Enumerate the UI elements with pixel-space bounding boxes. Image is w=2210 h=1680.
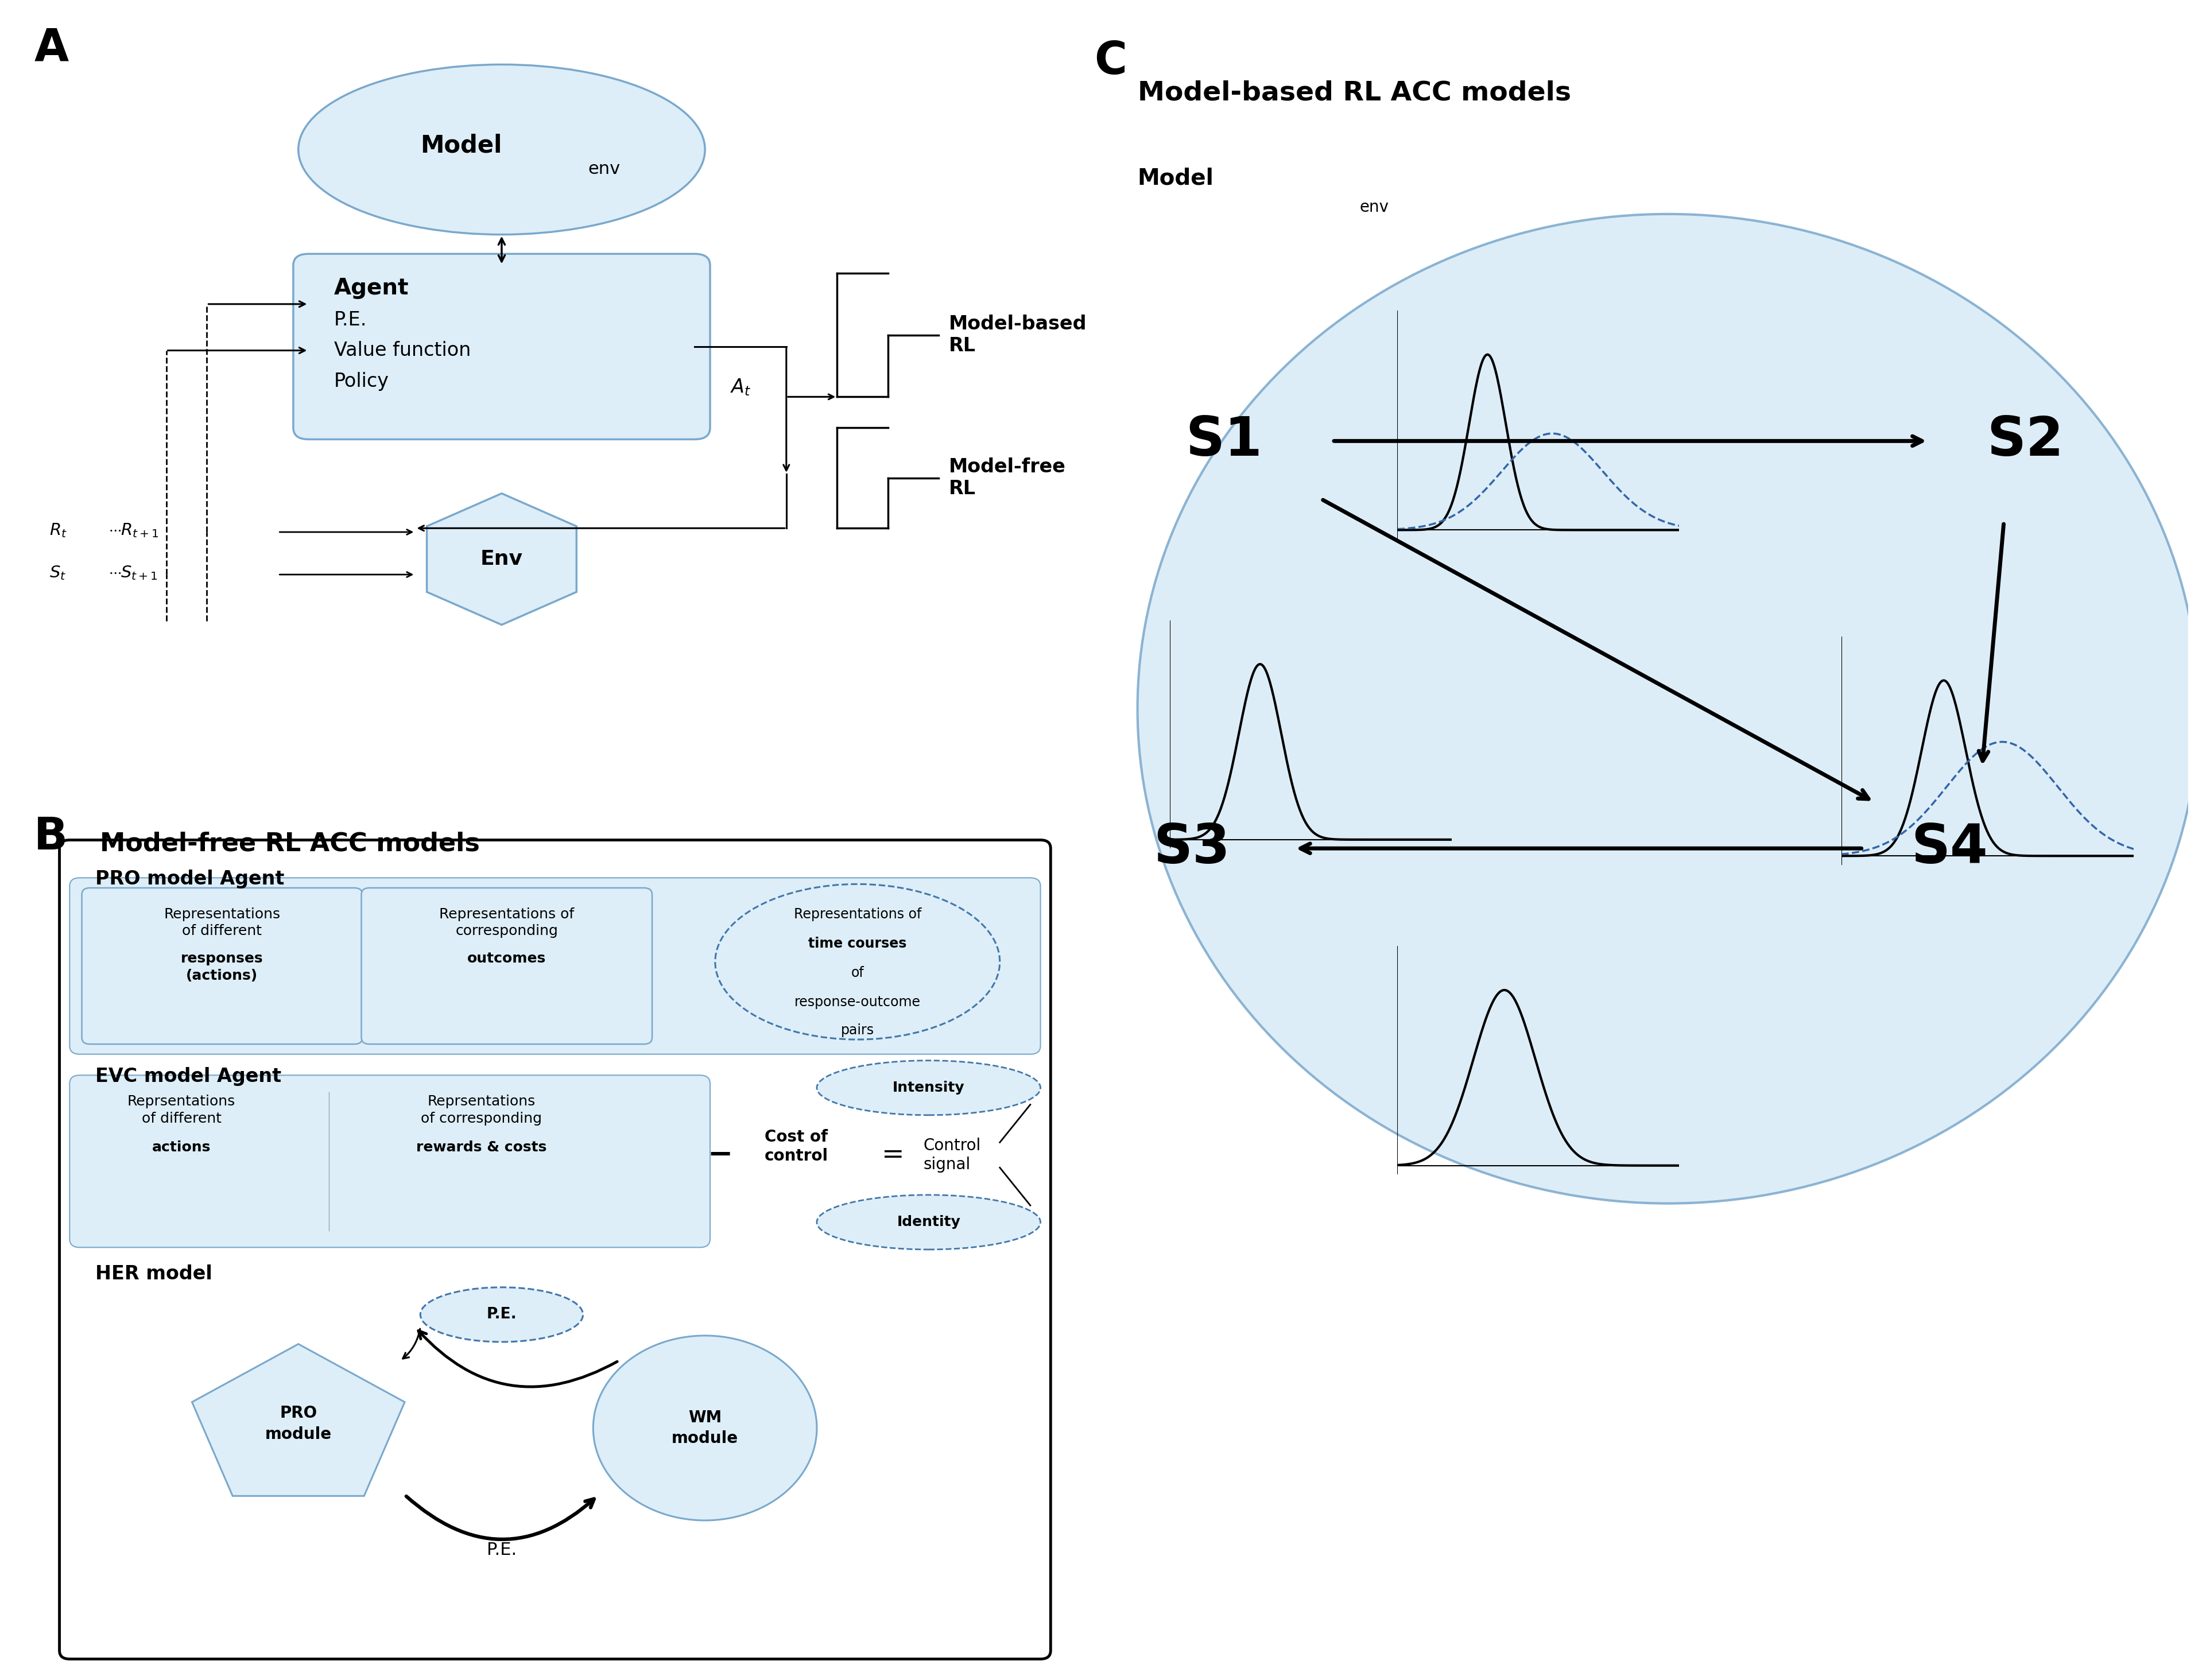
Text: actions: actions <box>152 1141 210 1154</box>
Text: P.E.: P.E. <box>486 1542 517 1557</box>
Text: HER model: HER model <box>95 1263 212 1284</box>
Text: $S_{t+1}$: $S_{t+1}$ <box>122 564 157 581</box>
Text: S1: S1 <box>1187 415 1262 467</box>
Text: Model-free
RL: Model-free RL <box>948 457 1065 499</box>
Text: responses
(actions): responses (actions) <box>181 951 263 983</box>
FancyBboxPatch shape <box>60 840 1050 1660</box>
Text: EVC model Agent: EVC model Agent <box>95 1067 281 1085</box>
Text: pairs: pairs <box>840 1023 875 1037</box>
Text: Agent: Agent <box>334 277 409 299</box>
Text: Representations
of different: Representations of different <box>164 907 281 954</box>
Text: Reprsentations
of different: Reprsentations of different <box>128 1095 236 1142</box>
Text: Cost of
control: Cost of control <box>765 1129 829 1164</box>
FancyBboxPatch shape <box>71 877 1041 1055</box>
Text: $R_t$: $R_t$ <box>49 522 66 539</box>
Ellipse shape <box>298 64 705 235</box>
FancyBboxPatch shape <box>71 1075 709 1247</box>
Circle shape <box>592 1336 818 1520</box>
Text: env: env <box>588 161 621 176</box>
Text: S2: S2 <box>1987 415 2064 467</box>
Text: −: − <box>707 1141 734 1169</box>
Ellipse shape <box>716 884 999 1040</box>
Text: of: of <box>851 966 864 979</box>
Text: $R_{t+1}$: $R_{t+1}$ <box>122 522 159 539</box>
Text: $A_t$: $A_t$ <box>729 378 751 398</box>
Ellipse shape <box>818 1060 1041 1116</box>
Ellipse shape <box>818 1194 1041 1250</box>
Polygon shape <box>427 494 577 625</box>
Text: outcomes: outcomes <box>466 951 546 966</box>
Text: P.E.: P.E. <box>334 311 367 329</box>
Text: Model: Model <box>1138 168 1213 190</box>
Text: =: = <box>882 1142 904 1168</box>
Text: S4: S4 <box>1912 822 1989 875</box>
Ellipse shape <box>1138 213 2199 1203</box>
Text: A: A <box>33 25 69 69</box>
Text: $S_t$: $S_t$ <box>49 564 66 581</box>
Text: rewards & costs: rewards & costs <box>415 1141 546 1154</box>
Text: env: env <box>1359 198 1388 215</box>
Text: WM
module: WM module <box>672 1410 738 1446</box>
Text: Reprsentations
of corresponding: Reprsentations of corresponding <box>420 1095 541 1142</box>
Text: Model-free RL ACC models: Model-free RL ACC models <box>99 832 480 857</box>
Text: PRO model Agent: PRO model Agent <box>95 870 285 889</box>
Text: Policy: Policy <box>334 371 389 391</box>
Text: C: C <box>1094 39 1127 82</box>
Ellipse shape <box>420 1287 583 1342</box>
Text: Model: Model <box>420 134 502 158</box>
FancyBboxPatch shape <box>362 887 652 1043</box>
Text: Value function: Value function <box>334 341 471 360</box>
Text: Representations of
corresponding: Representations of corresponding <box>440 907 575 954</box>
Text: Model-based
RL: Model-based RL <box>948 314 1087 356</box>
Text: B: B <box>33 815 69 858</box>
Text: Intensity: Intensity <box>893 1080 966 1095</box>
Text: Identity: Identity <box>897 1215 961 1230</box>
Text: Model-based RL ACC models: Model-based RL ACC models <box>1138 81 1571 106</box>
Text: Representations of: Representations of <box>793 907 922 921</box>
Polygon shape <box>192 1344 404 1495</box>
Text: S3: S3 <box>1154 822 1231 875</box>
FancyBboxPatch shape <box>82 887 362 1043</box>
Text: P.E.: P.E. <box>486 1307 517 1322</box>
FancyBboxPatch shape <box>294 254 709 438</box>
Text: response-outcome: response-outcome <box>793 995 922 1010</box>
Text: Env: Env <box>480 549 524 570</box>
Text: time courses: time courses <box>809 937 906 951</box>
Text: PRO
module: PRO module <box>265 1404 332 1443</box>
Text: Control
signal: Control signal <box>924 1137 981 1173</box>
